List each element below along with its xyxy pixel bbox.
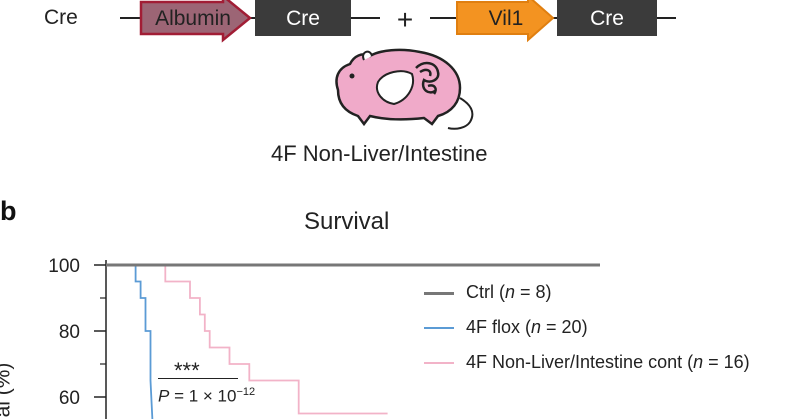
vil1-promoter-label: Vil1: [489, 7, 524, 30]
cre-gene-box-left: [255, 0, 351, 36]
liver-organ: [376, 70, 414, 106]
survival-chart: 100 80 60: [48, 256, 600, 419]
y-tick-label-80: 80: [59, 322, 80, 343]
legend-swatch-ctrl: [424, 292, 454, 295]
intestine-organ: [415, 61, 440, 95]
mouse-caption: 4F Non-Liver/Intestine: [271, 141, 488, 166]
mouse-illustration-icon: [335, 48, 474, 130]
p-symbol: P: [158, 386, 170, 406]
significance-bar: [158, 378, 238, 379]
vil1-promoter-arrow: [456, 0, 555, 43]
p-value-text: P = 1 × 10−12: [158, 386, 255, 407]
p-value-exponent: −12: [236, 386, 256, 398]
series-line-2: [106, 264, 388, 415]
legend-label-4f-flox: 4F flox (n = 20): [466, 317, 588, 337]
y-tick-label-60: 60: [59, 388, 80, 409]
plus-sign: +: [397, 4, 413, 35]
cre-gene-box-right: [557, 0, 657, 36]
construct-diagram: Albumin Cre Vil1 Cre +: [120, 0, 676, 43]
cre-gene-label-left: Cre: [286, 7, 320, 30]
chart-title: Survival: [304, 208, 390, 235]
legend-swatch-4f-non-liver: [424, 362, 454, 364]
panel-letter-b: b: [0, 196, 17, 226]
albumin-promoter-arrow: [139, 0, 252, 43]
legend-label-ctrl: Ctrl (n = 8): [466, 282, 552, 302]
y-tick-label-100: 100: [48, 256, 80, 277]
cre-row-label: Cre: [44, 6, 78, 29]
legend-label-4f-non-liver: 4F Non-Liver/Intestine cont (n = 16): [466, 352, 750, 372]
p-value-main: = 1 × 10: [169, 386, 237, 406]
legend-swatch-4f-flox: [424, 327, 454, 329]
significance-stars: ***: [174, 358, 200, 383]
albumin-promoter-label: Albumin: [155, 7, 231, 30]
series-line-1: [106, 264, 154, 419]
cre-gene-label-right: Cre: [590, 7, 624, 30]
